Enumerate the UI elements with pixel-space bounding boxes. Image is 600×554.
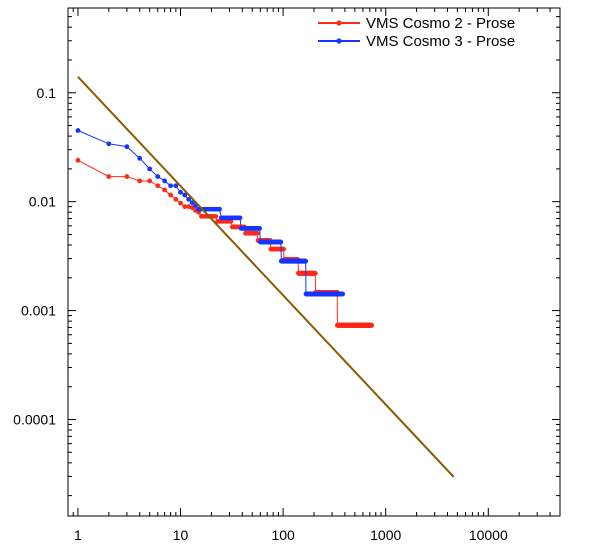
data-point bbox=[106, 141, 112, 147]
data-point bbox=[189, 200, 195, 206]
x-tick-label: 100 bbox=[271, 527, 295, 543]
x-tick-label: 10 bbox=[173, 527, 189, 543]
series-3 bbox=[77, 76, 455, 478]
data-point bbox=[182, 204, 188, 210]
axis-ticks bbox=[67, 8, 561, 516]
reference-line bbox=[77, 76, 455, 478]
data-point bbox=[281, 246, 286, 252]
legend-marker bbox=[336, 20, 342, 26]
data-point bbox=[137, 155, 143, 161]
data-point bbox=[340, 291, 345, 297]
data-point bbox=[312, 270, 318, 276]
data-point bbox=[155, 174, 161, 179]
y-tick-label: 0.0001 bbox=[13, 411, 56, 427]
data-point bbox=[254, 230, 260, 236]
y-tick-label: 0.001 bbox=[21, 303, 56, 319]
x-tick-labels: 1 10 100 1000 10000 bbox=[74, 527, 508, 543]
data-point bbox=[162, 187, 168, 193]
data-point bbox=[124, 144, 130, 150]
series-line bbox=[77, 159, 372, 326]
data-point bbox=[217, 206, 222, 212]
data-point bbox=[237, 215, 243, 221]
x-tick-label: 1000 bbox=[370, 527, 401, 543]
series-1 bbox=[75, 157, 375, 328]
y-tick-labels: 0.1 0.01 0.001 0.0001 bbox=[13, 85, 56, 428]
data-point bbox=[369, 322, 375, 328]
data-point bbox=[75, 128, 81, 133]
data-point bbox=[257, 226, 263, 231]
data-point bbox=[75, 157, 81, 163]
data-point bbox=[173, 196, 179, 202]
legend-label: VMS Cosmo 2 - Prose bbox=[366, 15, 515, 32]
plot-frame bbox=[67, 7, 561, 517]
y-tick-label: 0.1 bbox=[37, 85, 57, 101]
y-tick-label: 0.01 bbox=[29, 194, 56, 210]
data-point bbox=[186, 196, 192, 202]
data-point bbox=[168, 183, 173, 189]
series-line bbox=[77, 130, 343, 295]
series-2 bbox=[75, 128, 345, 297]
data-point bbox=[106, 174, 112, 179]
series-layer bbox=[75, 76, 455, 478]
legend-marker bbox=[336, 38, 342, 44]
data-point bbox=[162, 178, 168, 184]
x-tick-label: 10000 bbox=[469, 527, 508, 543]
data-point bbox=[303, 258, 309, 264]
data-point bbox=[278, 239, 284, 245]
data-point bbox=[178, 200, 183, 206]
data-point bbox=[124, 174, 130, 179]
data-point bbox=[137, 178, 143, 184]
data-point bbox=[147, 166, 153, 172]
data-point bbox=[173, 183, 179, 189]
data-point bbox=[213, 213, 219, 219]
data-point bbox=[178, 189, 183, 195]
x-tick-label: 1 bbox=[74, 527, 82, 543]
data-point bbox=[155, 183, 161, 189]
data-point bbox=[147, 178, 153, 184]
data-point bbox=[168, 192, 173, 198]
legend-label: VMS Cosmo 3 - Prose bbox=[366, 33, 515, 50]
data-point bbox=[182, 192, 188, 198]
